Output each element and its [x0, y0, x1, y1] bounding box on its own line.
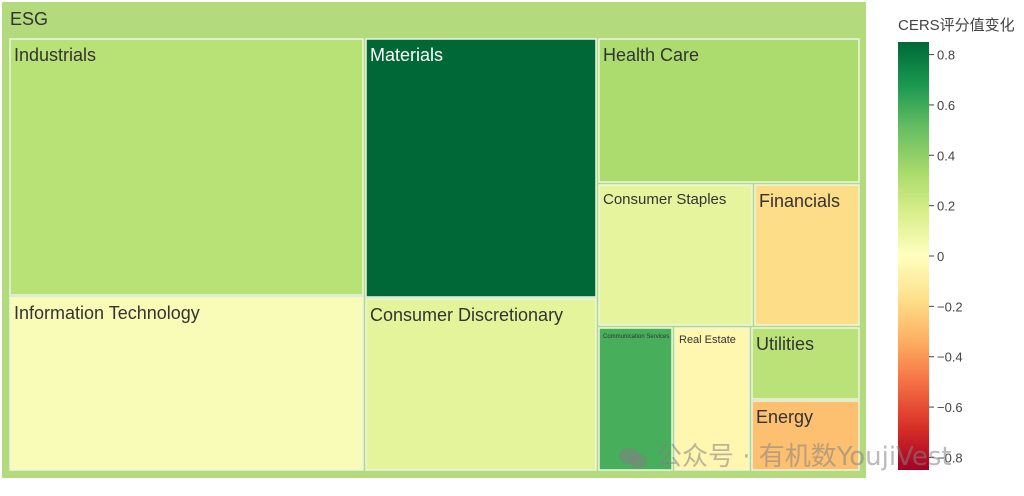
treemap-cell-communication-services[interactable] — [598, 327, 673, 471]
treemap-cell-materials[interactable] — [365, 38, 597, 298]
treemap-cells: ESG Industrials Materials Health Care Inform… — [2, 2, 866, 478]
treemap-label-financials: Financials — [759, 191, 840, 211]
colorbar-tick-label: 0.6 — [937, 98, 955, 113]
treemap-label-industrials: Industrials — [14, 45, 96, 65]
treemap-label-consumer-staples: Consumer Staples — [603, 191, 726, 208]
colorbar-tick-label: −0.6 — [937, 400, 963, 415]
treemap-label-information-technology: Information Technology — [14, 303, 200, 323]
treemap-cell-health-care[interactable] — [598, 38, 860, 183]
watermark: 公众号 · 有机数YoujiVest — [618, 436, 952, 473]
treemap-label-real-estate: Real Estate — [679, 334, 736, 346]
treemap-label-utilities: Utilities — [756, 334, 814, 354]
treemap-cell-financials[interactable] — [754, 184, 860, 326]
watermark-text: 公众号 · 有机数YoujiVest — [656, 442, 952, 472]
colorbar-tick-label: 0.4 — [937, 148, 955, 163]
treemap-cell-information-technology[interactable] — [9, 296, 364, 471]
colorbar-tick-label: −0.8 — [937, 450, 963, 465]
treemap-cell-consumer-staples[interactable] — [598, 184, 753, 326]
colorbar-tick-label: −0.4 — [937, 350, 963, 365]
treemap-label-materials: Materials — [370, 45, 443, 65]
treemap-label-energy: Energy — [756, 407, 813, 427]
treemap-cell-consumer-discretionary[interactable] — [365, 298, 597, 471]
colorbar-tick-label: −0.2 — [937, 299, 963, 314]
colorbar-tick-label: 0 — [937, 249, 944, 264]
treemap-root-label: ESG — [10, 9, 48, 29]
colorbar-tick-label: 0.2 — [937, 199, 955, 214]
treemap-cell-real-estate[interactable] — [674, 327, 750, 471]
colorbar: CERS评分值变化 0.8 0.6 0.4 0.2 0 −0.2 −0.4 −0.6 −0.8 — [898, 17, 1015, 470]
treemap-label-consumer-discretionary: Consumer Discretionary — [370, 305, 563, 325]
colorbar-title: CERS评分值变化 — [898, 17, 1015, 34]
treemap-label-health-care: Health Care — [603, 45, 699, 65]
treemap-cell-energy[interactable] — [751, 400, 860, 471]
colorbar-gradient — [898, 42, 929, 470]
treemap-label-communication-services: Communication Services — [603, 334, 669, 340]
colorbar-tick-label: 0.8 — [937, 48, 955, 63]
treemap-cell-industrials[interactable] — [9, 38, 364, 296]
wechat-icon — [618, 446, 648, 470]
treemap-cell-utilities[interactable] — [751, 327, 860, 400]
